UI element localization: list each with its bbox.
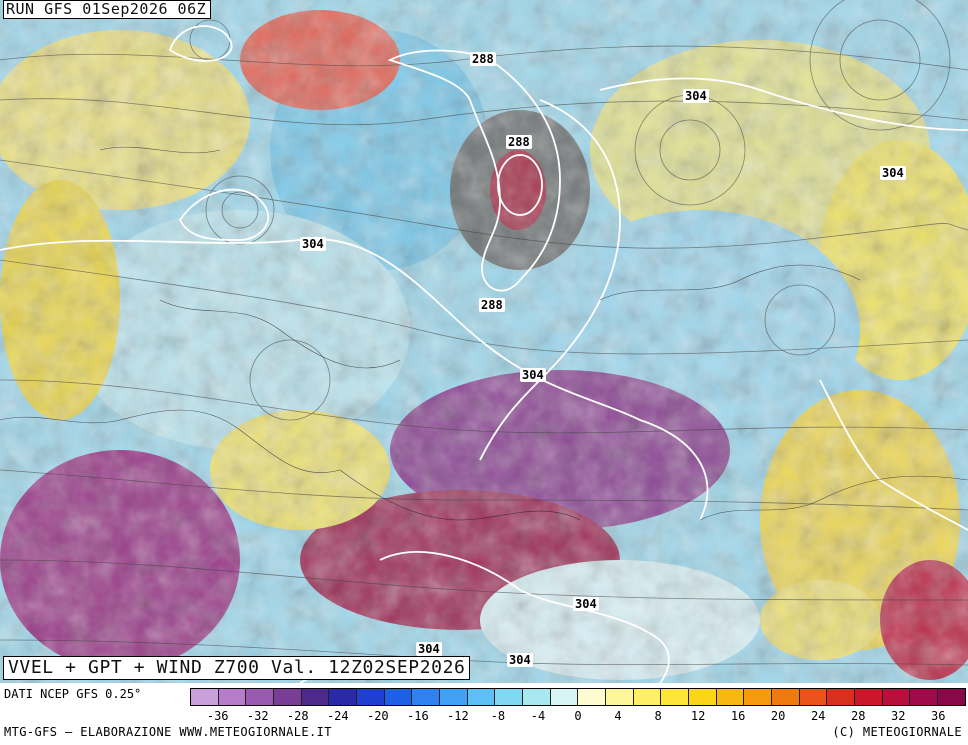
colorbar-tick-label: 4 bbox=[614, 709, 622, 723]
run-title: RUN GFS 01Sep2026 06Z bbox=[3, 0, 212, 19]
colorbar-tick-label: 8 bbox=[654, 709, 662, 723]
colorbar-swatch bbox=[633, 689, 662, 705]
colorbar-tick-label: 16 bbox=[730, 709, 746, 723]
contour-label: 304 bbox=[416, 642, 442, 656]
colorbar-swatch bbox=[938, 689, 965, 705]
colorbar-swatch bbox=[440, 689, 468, 705]
colorbar-tick-label: -20 bbox=[366, 709, 389, 723]
colorbar-tick-label: -32 bbox=[246, 709, 269, 723]
colorbar-swatch bbox=[606, 689, 634, 705]
colorbar-swatch bbox=[384, 689, 413, 705]
colorbar-tick-label: 32 bbox=[891, 709, 906, 723]
contour-label: 304 bbox=[880, 166, 906, 180]
colorbar-tick-label: 0 bbox=[574, 709, 582, 723]
data-source-label: DATI NCEP GFS 0.25° bbox=[4, 687, 142, 701]
colorbar-swatch bbox=[744, 689, 773, 705]
contour-label: 304 bbox=[300, 237, 326, 251]
colorbar-swatch bbox=[689, 689, 717, 705]
map-title: VVEL + GPT + WIND Z700 Val. 12Z02SEP2026 bbox=[3, 656, 471, 680]
colorbar-swatch bbox=[246, 689, 275, 705]
colorbar-tick-label: -36 bbox=[206, 709, 229, 723]
vvel-map-canvas bbox=[0, 0, 968, 683]
colorbar-swatch bbox=[716, 689, 745, 705]
vvel-colorbar bbox=[190, 688, 966, 706]
colorbar-tick-label: 24 bbox=[810, 709, 826, 723]
colorbar-tick-label: -28 bbox=[286, 709, 309, 723]
colorbar-swatch bbox=[301, 689, 330, 705]
colorbar-swatch bbox=[329, 689, 358, 705]
colorbar-swatch bbox=[357, 689, 385, 705]
geopotential-contours bbox=[0, 25, 968, 683]
colorbar-swatch bbox=[578, 689, 607, 705]
colorbar-swatch bbox=[827, 689, 856, 705]
colorbar-tick-label: 12 bbox=[690, 709, 706, 723]
colorbar-tick-label: 28 bbox=[850, 709, 866, 723]
contour-label: 304 bbox=[520, 368, 546, 382]
colorbar-swatch bbox=[412, 689, 441, 705]
colorbar-tick-label: -24 bbox=[326, 709, 349, 723]
colorbar-tick-label: -12 bbox=[447, 709, 469, 723]
contour-label: 288 bbox=[470, 52, 496, 66]
colorbar-swatch bbox=[218, 689, 247, 705]
contour-label: 304 bbox=[573, 597, 599, 611]
contour-label: 288 bbox=[506, 135, 532, 149]
colorbar-swatch bbox=[910, 689, 939, 705]
colorbar-swatch bbox=[882, 689, 911, 705]
colorbar-swatch bbox=[855, 689, 883, 705]
credit-right: (C) METEOGIORNALE bbox=[832, 725, 962, 739]
colorbar-swatch bbox=[274, 689, 302, 705]
colorbar-tick-label: -4 bbox=[530, 709, 546, 723]
colorbar-swatch bbox=[799, 689, 828, 705]
colorbar-swatch bbox=[661, 689, 690, 705]
coastlines bbox=[0, 146, 968, 521]
wind-streamlines bbox=[0, 0, 968, 666]
colorbar-swatch bbox=[467, 689, 496, 705]
colorbar-swatch bbox=[495, 689, 524, 705]
contour-label: 288 bbox=[479, 298, 505, 312]
colorbar-tick-label: -8 bbox=[490, 709, 506, 723]
colorbar-swatch bbox=[523, 689, 551, 705]
contour-label: 304 bbox=[507, 653, 533, 667]
colorbar-swatch bbox=[772, 689, 800, 705]
colorbar-tick-label: 20 bbox=[770, 709, 786, 723]
colorbar-ticks: -36 -32 -28 -24 -20 -16 -12 -8 -4 0 4 8 12 16 20 24 28 32… bbox=[190, 709, 966, 723]
colorbar-swatch bbox=[550, 689, 579, 705]
colorbar-tick-label: 36 bbox=[931, 709, 946, 723]
legend-footer: DATI NCEP GFS 0.25° -36 -32 -28 -24 -20 -16 -1… bbox=[0, 683, 968, 745]
colorbar-tick-label: -16 bbox=[407, 709, 429, 723]
credit-left: MTG-GFS – ELABORAZIONE WWW.METEOGIORNALE… bbox=[4, 725, 332, 739]
colorbar-swatch bbox=[191, 689, 219, 705]
contour-label: 304 bbox=[683, 89, 709, 103]
